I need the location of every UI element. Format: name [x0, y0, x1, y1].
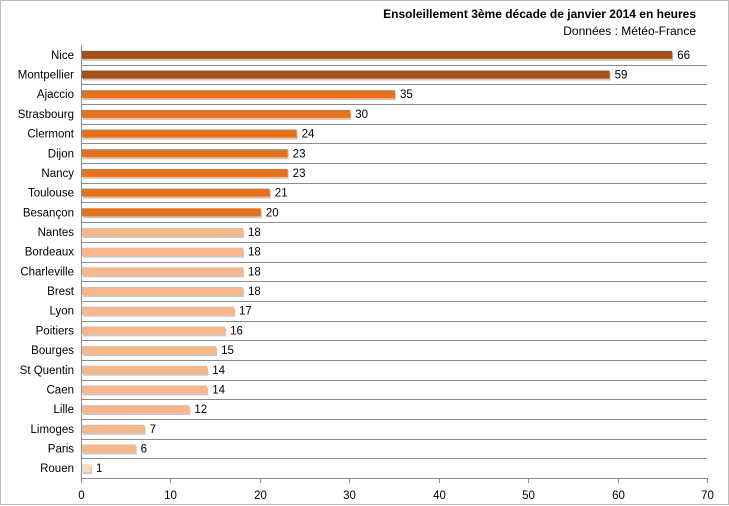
- bar: [82, 70, 610, 79]
- bar: [82, 464, 91, 473]
- x-tick-label: 60: [612, 490, 625, 502]
- x-tick-label: 70: [701, 490, 714, 502]
- data-label: 66: [677, 50, 690, 62]
- bar: [82, 227, 243, 236]
- category-label: Poitiers: [36, 325, 75, 337]
- category-label: Rouen: [40, 463, 74, 475]
- category-label: Limoges: [31, 424, 75, 436]
- bar: [82, 208, 261, 217]
- bar: [82, 385, 208, 394]
- category-label: Brest: [47, 286, 75, 298]
- category-label: Dijon: [48, 148, 74, 160]
- bar: [82, 188, 270, 197]
- bar: [82, 405, 190, 414]
- category-label: Clermont: [27, 129, 74, 141]
- data-label: 12: [194, 404, 207, 416]
- chart-title: Ensoleillement 3ème décade de janvier 20…: [383, 7, 696, 21]
- category-label: Charleville: [20, 266, 74, 278]
- bar: [82, 129, 297, 138]
- data-label: 59: [615, 70, 628, 82]
- x-tick-label: 40: [433, 490, 446, 502]
- data-label: 16: [230, 325, 243, 337]
- category-label: Nantes: [38, 227, 75, 239]
- category-label: Bourges: [31, 345, 74, 357]
- x-tick-label: 0: [78, 490, 84, 502]
- x-tick-label: 50: [522, 490, 535, 502]
- data-label: 18: [248, 227, 261, 239]
- data-label: 30: [355, 109, 368, 121]
- data-label: 7: [150, 424, 156, 436]
- chart-subtitle: Données : Météo-France: [563, 24, 696, 38]
- category-label: Lille: [54, 404, 74, 416]
- bar: [82, 346, 217, 355]
- category-label: Lyon: [49, 306, 74, 318]
- data-label: 6: [141, 443, 147, 455]
- category-label: Strasbourg: [18, 109, 74, 121]
- data-label: 18: [248, 247, 261, 259]
- category-label: Caen: [47, 384, 75, 396]
- category-label: Bordeaux: [25, 247, 74, 259]
- data-label: 21: [275, 188, 288, 200]
- data-label: 17: [239, 306, 252, 318]
- x-tick-label: 10: [164, 490, 177, 502]
- bar: [82, 326, 226, 335]
- bar: [82, 247, 243, 256]
- data-label: 24: [302, 129, 315, 141]
- data-label: 14: [212, 384, 225, 396]
- bar: [82, 90, 395, 99]
- bar: [82, 424, 145, 433]
- bar: [82, 306, 235, 315]
- data-label: 1: [96, 463, 102, 475]
- bar: [82, 267, 243, 276]
- x-tick-label: 20: [254, 490, 267, 502]
- category-label: Paris: [48, 443, 74, 455]
- data-label: 20: [266, 207, 279, 219]
- category-label: Nancy: [41, 168, 74, 180]
- bar: [82, 287, 243, 296]
- category-label: Toulouse: [28, 188, 74, 200]
- data-label: 14: [212, 365, 225, 377]
- data-label: 23: [293, 168, 306, 180]
- data-label: 18: [248, 286, 261, 298]
- bar: [82, 50, 673, 59]
- bar: [82, 149, 288, 158]
- data-label: 18: [248, 266, 261, 278]
- category-label: St Quentin: [20, 365, 74, 377]
- bar: [82, 168, 288, 177]
- category-label: Ajaccio: [37, 89, 74, 101]
- bar: [82, 109, 351, 118]
- bar: [82, 365, 208, 374]
- data-label: 23: [293, 148, 306, 160]
- data-label: 15: [221, 345, 234, 357]
- bar: [82, 444, 136, 453]
- x-tick-label: 30: [343, 490, 356, 502]
- category-label: Montpellier: [18, 70, 74, 82]
- category-label: Besançon: [23, 207, 74, 219]
- category-label: Nice: [51, 50, 74, 62]
- data-label: 35: [400, 89, 413, 101]
